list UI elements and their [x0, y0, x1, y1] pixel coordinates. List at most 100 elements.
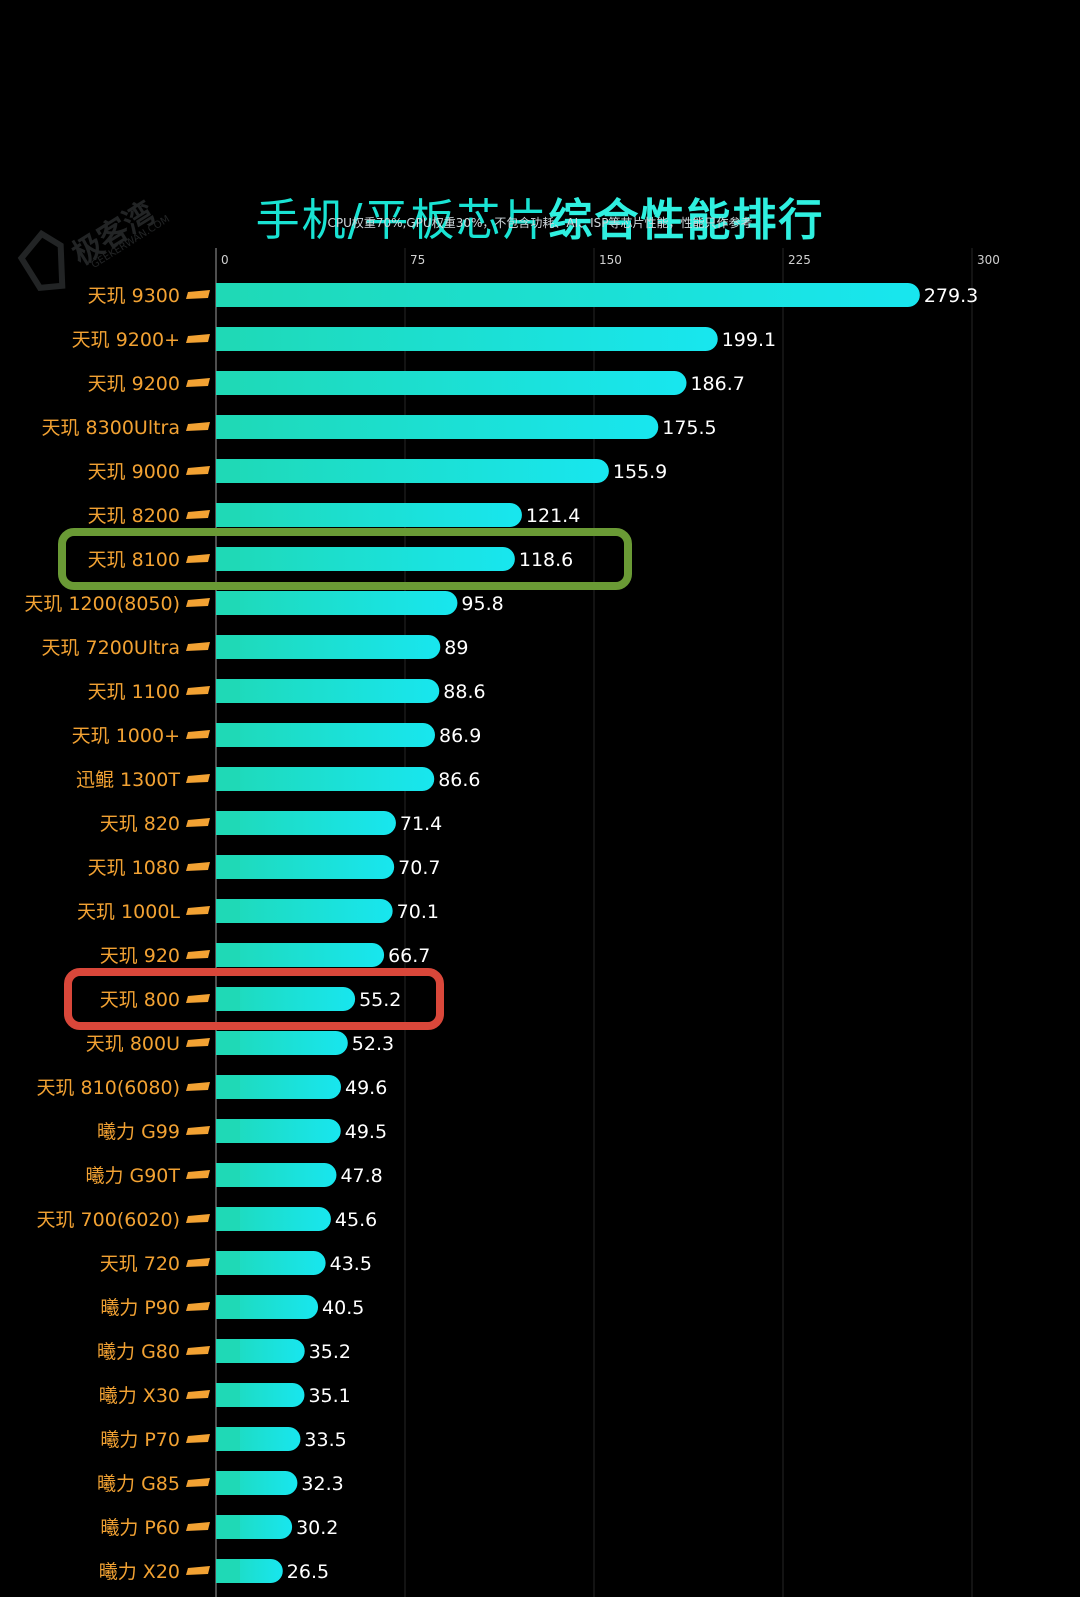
category-label: 曦力 P90 — [100, 1297, 180, 1319]
chart-title-part1: 手机/平板芯片 — [255, 195, 549, 246]
bar-base — [216, 635, 240, 659]
bar-base — [216, 1515, 240, 1539]
value-label: 279.3 — [924, 285, 978, 307]
category-label: 曦力 X20 — [99, 1561, 180, 1583]
value-label: 35.1 — [308, 1385, 350, 1407]
value-label: 121.4 — [526, 505, 580, 527]
bar — [216, 503, 522, 527]
bar — [216, 679, 440, 703]
value-label: 49.6 — [345, 1077, 387, 1099]
bar-base — [216, 591, 240, 615]
bar-base — [216, 1427, 240, 1451]
bar — [216, 1119, 341, 1143]
category-label: 天玑 700(6020) — [37, 1209, 180, 1231]
value-label: 43.5 — [330, 1253, 372, 1275]
watermark-logo: 极客湾 GEEKERWAN.COM — [5, 166, 199, 344]
chip-icon — [186, 378, 210, 387]
value-label: 95.8 — [461, 593, 503, 615]
bar — [216, 591, 458, 615]
chip-icon — [186, 1522, 210, 1531]
bar — [216, 1075, 341, 1099]
bar-base — [216, 1251, 240, 1275]
value-label: 175.5 — [662, 417, 716, 439]
value-label: 70.7 — [398, 857, 440, 879]
chip-icon — [186, 422, 210, 431]
bar-base — [216, 1075, 240, 1099]
bar — [216, 459, 609, 483]
chart-title-part2: 综合性能排行 — [548, 195, 825, 246]
category-label: 天玑 9200+ — [72, 329, 180, 351]
category-label: 迅鲲 1300T — [76, 769, 180, 791]
bar — [216, 899, 393, 923]
bar — [216, 1163, 337, 1187]
bar-base — [216, 1559, 240, 1583]
bar-base — [216, 503, 240, 527]
x-axis-ticks: 0 75 150 225 300 — [221, 253, 1000, 267]
category-label: 曦力 P60 — [100, 1517, 180, 1539]
bar-base — [216, 943, 240, 967]
chip-icon — [186, 1566, 210, 1575]
bar — [216, 371, 687, 395]
bar — [216, 987, 356, 1011]
value-label: 26.5 — [287, 1561, 329, 1583]
chip-icon — [186, 774, 210, 783]
bar-base — [216, 1383, 240, 1407]
chart-title: 手机/平板芯片综合性能排行 — [0, 184, 1080, 248]
category-label: 曦力 G90T — [85, 1165, 180, 1187]
bar-base — [216, 327, 240, 351]
value-label: 70.1 — [397, 901, 439, 923]
category-label: 天玑 1100 — [88, 681, 180, 703]
category-label: 天玑 1080 — [88, 857, 180, 879]
category-label: 天玑 1000L — [77, 901, 180, 923]
value-label: 55.2 — [359, 989, 401, 1011]
bar — [216, 1207, 331, 1231]
bar-base — [216, 1119, 240, 1143]
bar-base — [216, 767, 240, 791]
bar-base — [216, 1295, 240, 1319]
category-label: 曦力 G99 — [97, 1121, 180, 1143]
chip-icon — [186, 554, 210, 563]
bar — [216, 855, 395, 879]
bar-base — [216, 415, 240, 439]
chip-icon — [186, 1302, 210, 1311]
chip-icon — [186, 1170, 210, 1179]
chip-icon — [186, 642, 210, 651]
bar — [216, 415, 659, 439]
category-label: 天玑 9300 — [88, 285, 180, 307]
value-label: 89 — [444, 637, 468, 659]
category-label: 天玑 820 — [100, 813, 180, 835]
logo-icon — [17, 229, 66, 292]
value-label: 40.5 — [322, 1297, 364, 1319]
bar — [216, 1031, 348, 1055]
chip-icon — [186, 1258, 210, 1267]
highlight-box — [64, 968, 444, 1030]
chip-icon — [186, 1126, 210, 1135]
x-tick-label: 225 — [788, 253, 811, 267]
category-label: 天玑 1200(8050) — [24, 593, 180, 615]
bar-base — [216, 1471, 240, 1495]
highlight-box — [58, 528, 632, 590]
value-label: 66.7 — [388, 945, 430, 967]
chip-icon — [186, 818, 210, 827]
value-label: 71.4 — [400, 813, 442, 835]
category-label: 曦力 P70 — [100, 1429, 180, 1451]
category-label: 天玑 8200 — [88, 505, 180, 527]
highlight-boxes — [58, 528, 632, 1030]
value-labels: 279.3 199.1 186.7 175.5 155.9 121.4 118.6 95.8 8… — [287, 285, 978, 1583]
bar-base — [216, 855, 240, 879]
bar — [216, 283, 920, 307]
bar-base — [216, 459, 240, 483]
chip-icon — [186, 1346, 210, 1355]
x-tick-label: 300 — [977, 253, 1000, 267]
chip-icon — [186, 950, 210, 959]
value-label: 186.7 — [690, 373, 744, 395]
chip-icon — [186, 1390, 210, 1399]
bar-base — [216, 1339, 240, 1363]
bar — [216, 327, 718, 351]
bar — [216, 1251, 326, 1275]
chip-icon — [186, 1434, 210, 1443]
value-label: 45.6 — [335, 1209, 377, 1231]
value-label: 35.2 — [309, 1341, 351, 1363]
category-label: 天玑 810(6080) — [37, 1077, 180, 1099]
